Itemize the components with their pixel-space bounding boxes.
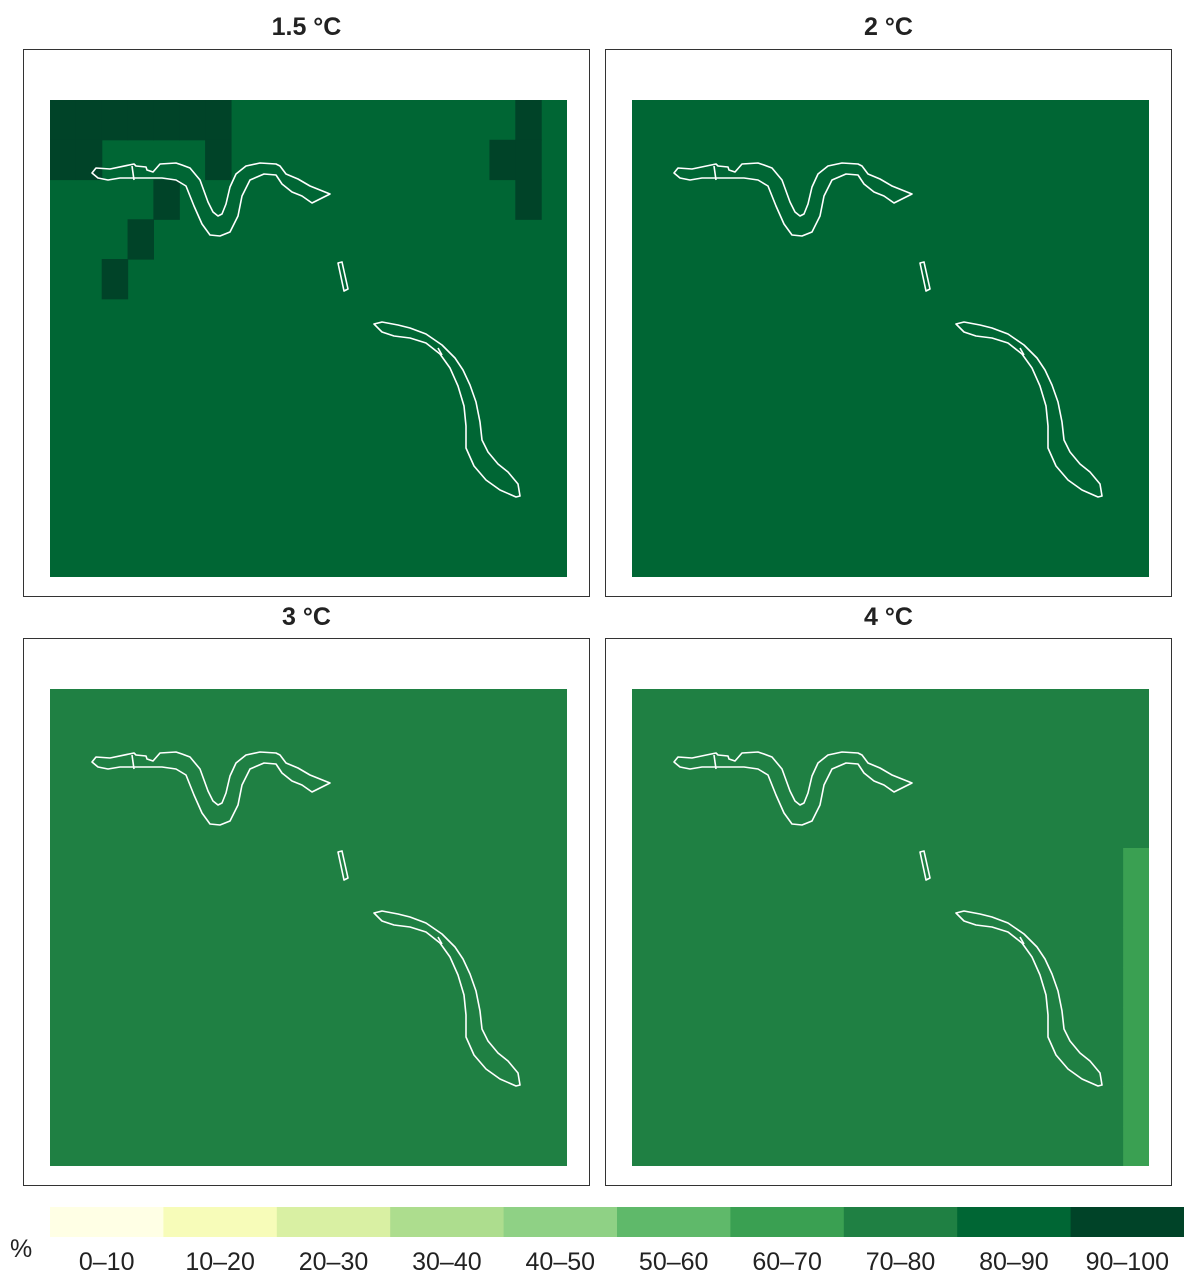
map-grid-cell: [127, 100, 154, 141]
map-grid-cell: [153, 179, 180, 220]
map-title-4: 4 °C: [864, 603, 913, 631]
map-grid-cell: [515, 179, 542, 220]
river-outline: [91, 162, 331, 237]
river-outline: [373, 910, 521, 1087]
color-legend: % 0–10 10–20 20–30 30–40 40–50 50–60 60–70 70–8…: [10, 1207, 1184, 1276]
map-grid-cell: [489, 139, 516, 181]
map-grid-cell: [50, 100, 77, 141]
map-title-3: 3 °C: [282, 603, 331, 631]
legend-label: 90–100: [1086, 1248, 1169, 1276]
map-grid-cell: [1123, 927, 1149, 968]
river-outline: [673, 162, 913, 237]
river-outline: [337, 261, 349, 292]
map-background-cells: [632, 100, 1149, 577]
legend-label: 10–20: [185, 1248, 255, 1276]
map-panel-2: [605, 49, 1172, 597]
map-grid-cell: [179, 100, 206, 141]
map-grid-cell: [1123, 1126, 1149, 1166]
map-grid-cell: [1123, 848, 1149, 889]
river-outline: [437, 936, 443, 945]
map-background-cells: [50, 100, 567, 577]
legend-swatch: [503, 1207, 618, 1237]
legend-swatch: [163, 1207, 278, 1237]
map-grid-cell: [1123, 887, 1149, 929]
map-panel-3: [23, 638, 590, 1186]
legend-swatch: [730, 1207, 845, 1237]
legend-swatch: [1070, 1207, 1184, 1237]
map-grid-cell: [75, 100, 103, 141]
legend-label: 50–60: [639, 1248, 709, 1276]
legend-label: 30–40: [412, 1248, 482, 1276]
map-grid-cell: [101, 259, 129, 300]
map-title-1p5: 1.5 °C: [271, 13, 342, 41]
map-grid-cell: [205, 100, 232, 141]
river-outline: [131, 165, 135, 181]
map-grid-cell: [101, 100, 129, 141]
river-outline: [919, 261, 931, 292]
legend-label: 60–70: [752, 1248, 822, 1276]
legend-label: 40–50: [526, 1248, 596, 1276]
map-grid-cell: [153, 100, 180, 141]
map-grid-cell: [515, 139, 542, 181]
map-grid-cell: [515, 100, 542, 141]
river-outline: [1019, 936, 1025, 945]
river-outline: [337, 850, 349, 881]
map-panel-4: [605, 638, 1172, 1186]
map-background-cells: [50, 689, 567, 1166]
map-grid-cell: [1123, 967, 1149, 1008]
map-panel-1p5: [23, 49, 590, 597]
legend-label: 80–90: [979, 1248, 1049, 1276]
legend-swatch: [50, 1207, 164, 1237]
river-outline: [373, 321, 521, 498]
river-outline: [713, 754, 717, 770]
river-outline: [919, 850, 931, 881]
legend-label: 0–10: [79, 1248, 135, 1276]
river-outline: [131, 754, 135, 770]
map-grid-3: [50, 689, 567, 1166]
map-grid-1p5: [50, 100, 567, 577]
map-grid-2: [632, 100, 1149, 577]
map-background-cells: [632, 689, 1149, 1166]
river-outline: [673, 751, 913, 826]
river-outline: [437, 347, 443, 356]
river-outline: [955, 321, 1103, 498]
legend-swatch: [957, 1207, 1072, 1237]
map-grid-cell: [205, 139, 232, 181]
river-outline: [955, 910, 1103, 1087]
map-grid-cell: [1123, 1007, 1149, 1048]
legend-swatch: [276, 1207, 391, 1237]
map-grid-cell: [1123, 1086, 1149, 1127]
river-outline: [1019, 347, 1025, 356]
map-grid-4: [632, 689, 1149, 1166]
legend-swatch: [390, 1207, 505, 1237]
map-grid-cell: [75, 139, 103, 181]
map-title-2: 2 °C: [864, 13, 913, 41]
river-outline: [91, 751, 331, 826]
map-grid-cell: [1123, 1046, 1149, 1088]
legend-swatch: [843, 1207, 958, 1237]
legend-swatch: [617, 1207, 731, 1237]
map-grid-cell: [50, 139, 77, 181]
river-outline: [713, 165, 717, 181]
map-grid-cell: [127, 219, 154, 260]
legend-label: 70–80: [866, 1248, 936, 1276]
legend-label: 20–30: [299, 1248, 369, 1276]
legend-unit: %: [10, 1235, 32, 1263]
